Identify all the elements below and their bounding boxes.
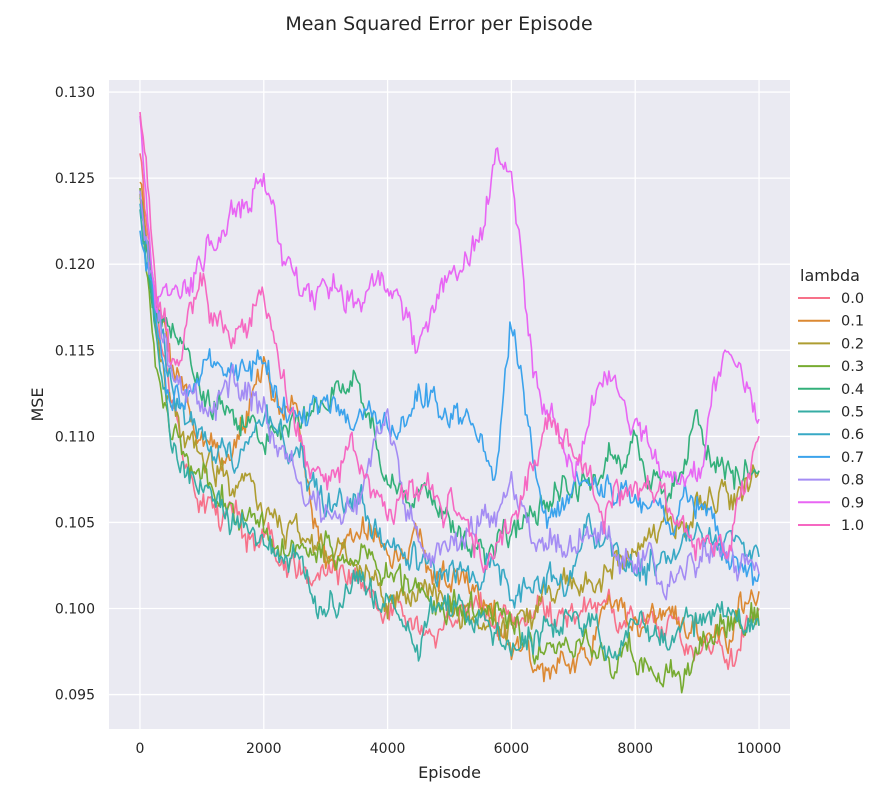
legend-title: lambda — [800, 266, 860, 285]
x-axis-label: Episode — [418, 763, 481, 782]
chart-title: Mean Squared Error per Episode — [285, 13, 592, 35]
y-tick-label: 0.125 — [55, 171, 95, 187]
series-lines — [139, 111, 760, 694]
series-line-0-7 — [139, 230, 760, 586]
legend-label: 0.8 — [841, 473, 864, 489]
legend-label: 0.6 — [841, 427, 864, 443]
x-tick-label: 8000 — [617, 741, 653, 757]
y-tick-label: 0.095 — [55, 688, 95, 704]
series-line-0-9 — [139, 115, 760, 488]
legend-label: 1.0 — [841, 518, 864, 534]
legend: lambda 0.0 0.1 0.2 0.3 0.4 0.5 0.6 0.7 0.8 0.9 1.0 — [798, 266, 864, 534]
y-tick-label: 0.120 — [55, 257, 95, 273]
grid — [109, 80, 790, 729]
legend-label: 0.0 — [841, 291, 864, 307]
tick-labels: 0 2000 4000 6000 8000 10000 0.095 0.100 0.105 0.1… — [55, 85, 781, 757]
series-line-0-3 — [139, 187, 760, 694]
series-line-1-0 — [139, 111, 760, 574]
legend-label: 0.1 — [841, 314, 864, 330]
series-line-0-8 — [139, 190, 760, 601]
x-tick-label: 2000 — [246, 741, 282, 757]
y-tick-label: 0.105 — [55, 515, 95, 531]
y-tick-label: 0.100 — [55, 601, 95, 617]
x-tick-label: 0 — [135, 741, 144, 757]
legend-label: 0.7 — [841, 450, 864, 466]
x-tick-label: 6000 — [494, 741, 530, 757]
series-line-0-1 — [139, 181, 760, 683]
x-tick-label: 10000 — [737, 741, 782, 757]
legend-label: 0.3 — [841, 359, 864, 375]
legend-label: 0.4 — [841, 382, 864, 398]
y-tick-label: 0.110 — [55, 429, 95, 445]
plot-area — [109, 80, 790, 729]
series-line-0-2 — [139, 193, 760, 643]
legend-label: 0.9 — [841, 495, 864, 511]
y-tick-label: 0.115 — [55, 343, 95, 359]
y-axis-label: MSE — [28, 387, 47, 421]
y-tick-label: 0.130 — [55, 85, 95, 101]
x-tick-label: 4000 — [370, 741, 406, 757]
series-line-0-5 — [139, 209, 760, 662]
legend-label: 0.5 — [841, 405, 864, 421]
series-line-0-4 — [139, 197, 760, 566]
legend-label: 0.2 — [841, 336, 864, 352]
